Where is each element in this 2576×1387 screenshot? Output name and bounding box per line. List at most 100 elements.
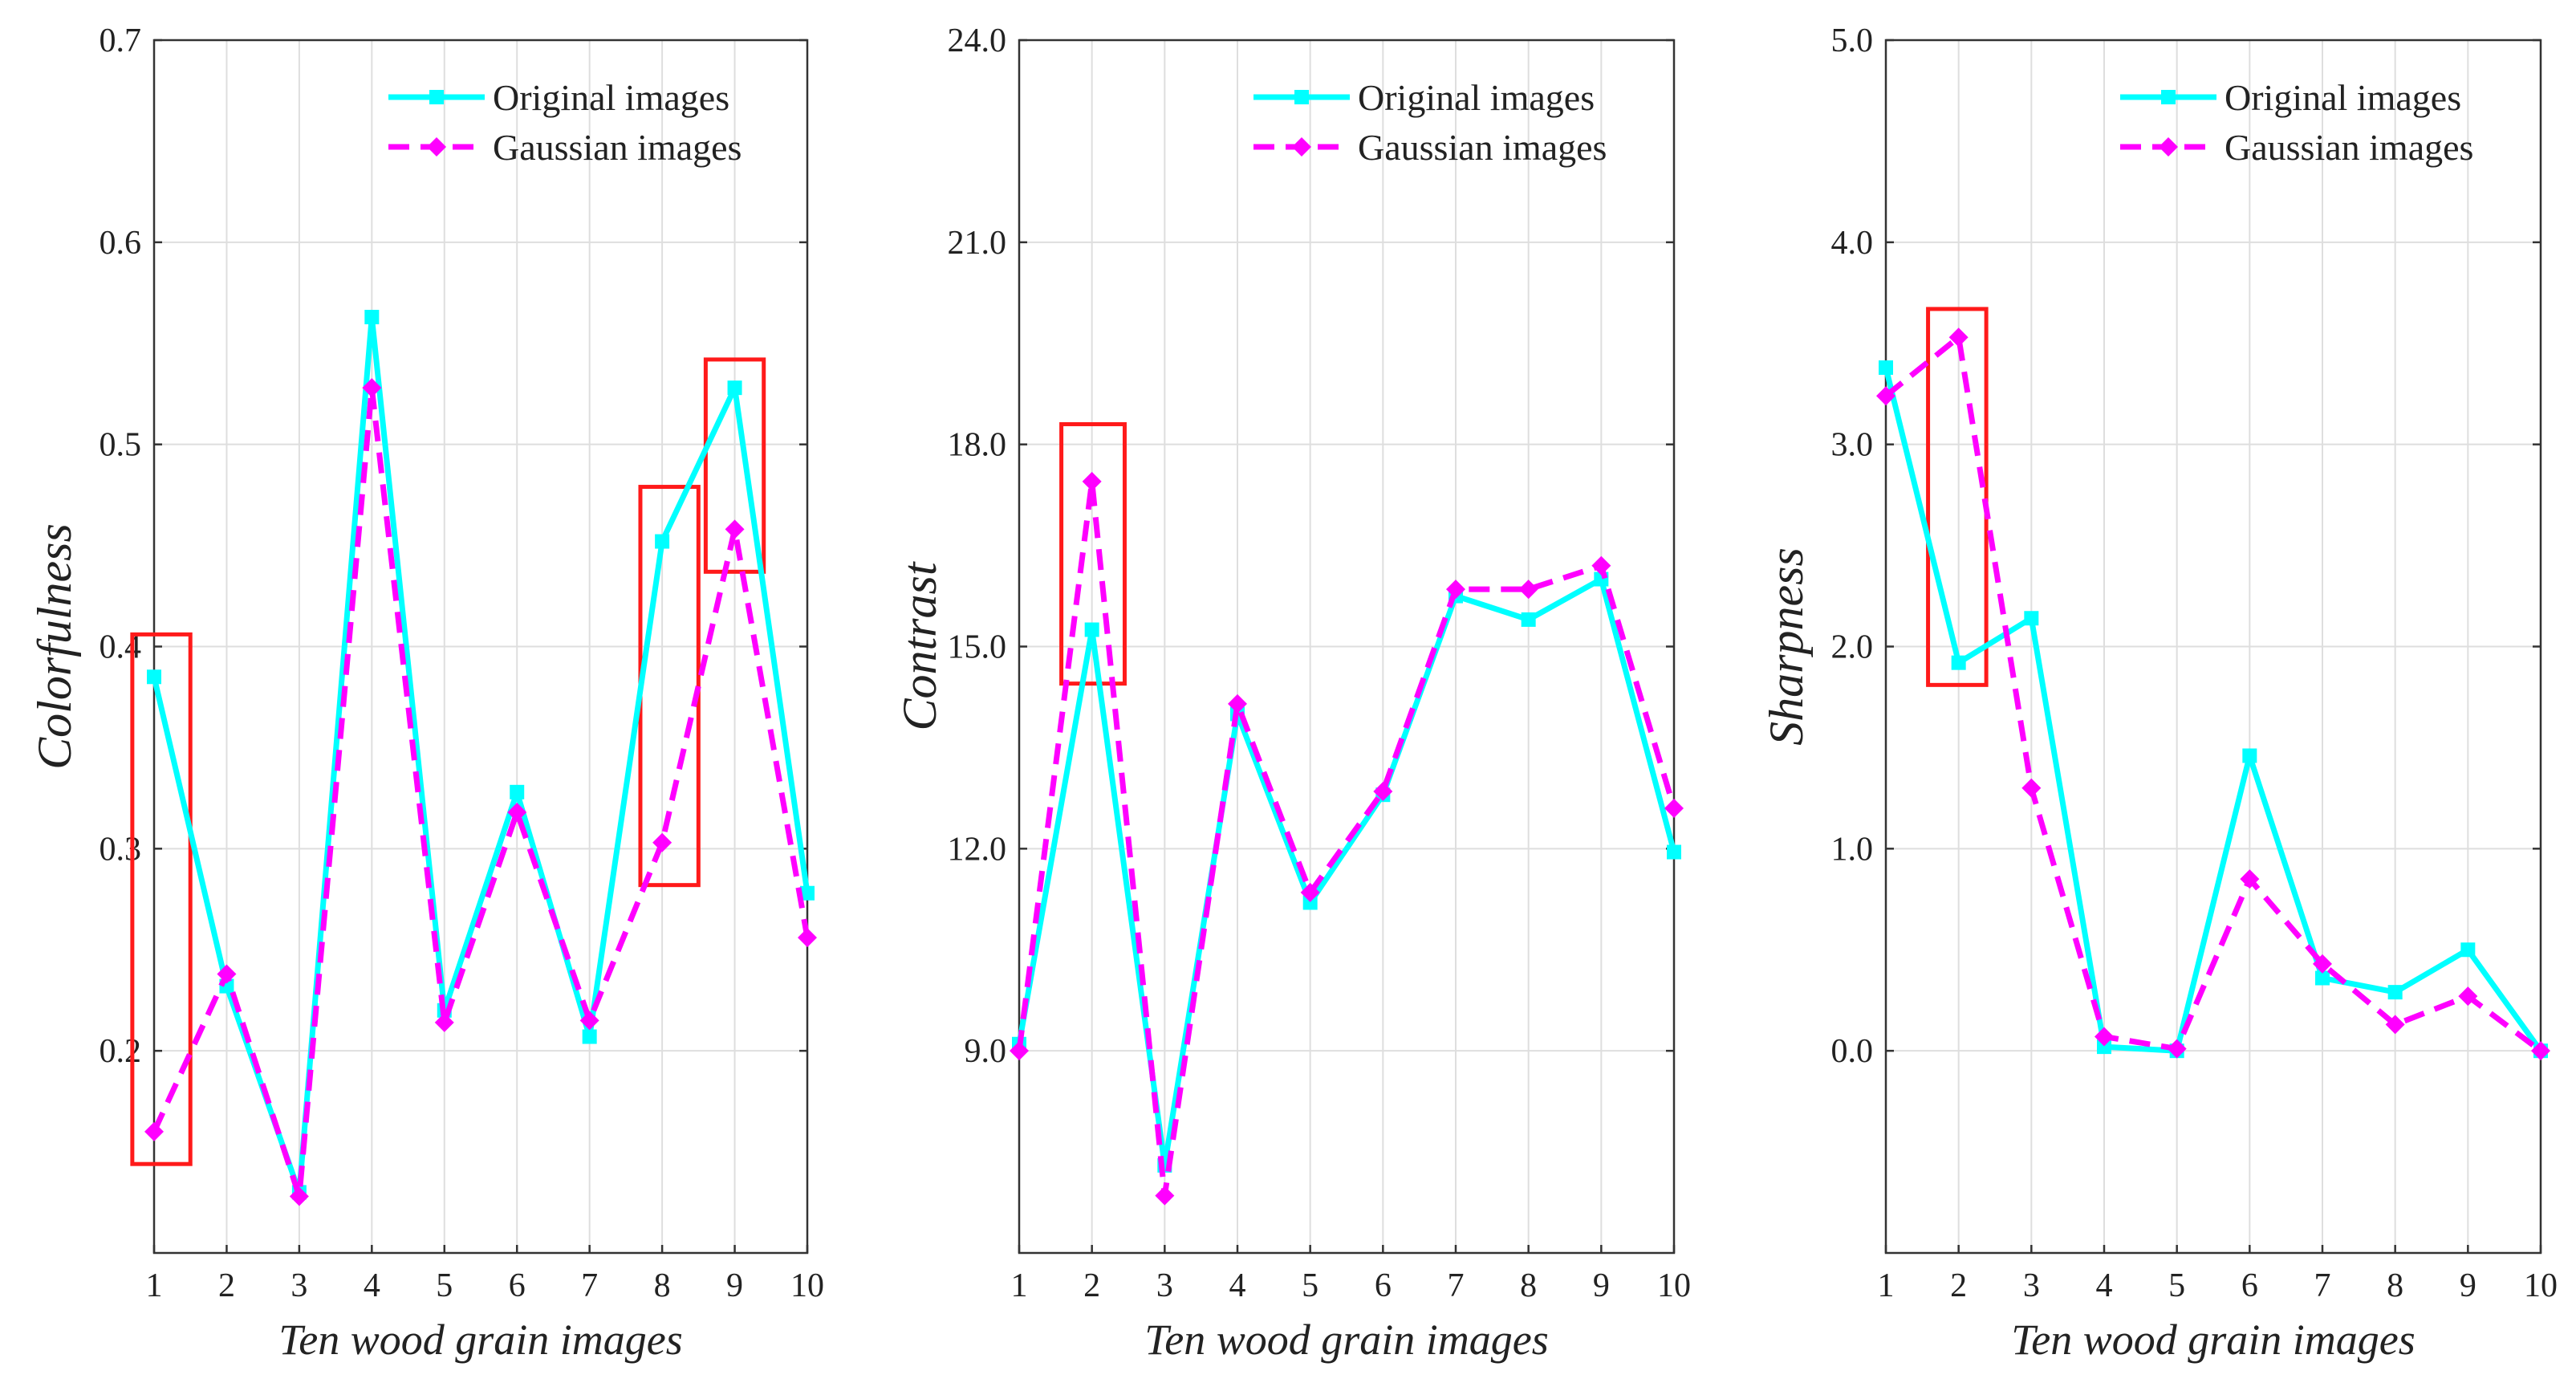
- x-tick-label: 6: [509, 1267, 526, 1304]
- x-tick-label: 7: [2314, 1267, 2331, 1304]
- data-point-gaussian: [2240, 869, 2260, 889]
- data-point-gaussian: [1155, 1186, 1175, 1206]
- y-tick-label: 5.0: [1831, 22, 1874, 59]
- x-tick-label: 3: [1156, 1267, 1173, 1304]
- legend-marker-gaussian: [2159, 137, 2178, 157]
- y-tick-label: 0.7: [100, 22, 142, 59]
- x-tick-label: 4: [1229, 1267, 1246, 1304]
- data-point-original: [1951, 655, 1966, 670]
- data-point-gaussian: [289, 1186, 309, 1206]
- series-line-gaussian: [1016, 478, 1677, 1199]
- highlight-box: [638, 485, 701, 888]
- data-point-gaussian: [2095, 1027, 2114, 1047]
- legend-entry-original: Original images: [388, 77, 729, 118]
- series-line-gaussian: [1883, 334, 2543, 1054]
- data-point-gaussian: [362, 378, 382, 398]
- y-tick-label: 0.3: [100, 831, 142, 868]
- x-tick-label: 10: [1657, 1267, 1691, 1304]
- x-tick-label: 9: [2460, 1267, 2476, 1304]
- series-line-original: [1016, 576, 1677, 1169]
- y-axis-title: Sharpness: [1760, 547, 1813, 746]
- legend-label-gaussian: Gaussian images: [1358, 127, 1607, 168]
- data-point-gaussian: [2531, 1041, 2550, 1061]
- legend-entry-original: Original images: [2120, 77, 2461, 118]
- data-point-gaussian: [2458, 986, 2478, 1007]
- x-tick-label: 2: [1950, 1267, 1967, 1304]
- data-point-original: [1084, 622, 1099, 637]
- data-point-original: [2387, 985, 2403, 1000]
- x-tick-label: 10: [2524, 1267, 2558, 1304]
- data-point-gaussian: [2021, 778, 2042, 798]
- data-point-gaussian: [1082, 471, 1102, 491]
- grid-lines: [153, 39, 808, 1253]
- y-axis-ticks: 9.0 12.0 15.0 18.0 21.0 24.0: [948, 22, 1674, 1070]
- x-axis-ticks: 1 2 3 4 5 6 7 8 9 10: [1011, 1245, 1691, 1304]
- y-tick-label: 0.0: [1831, 1033, 1874, 1070]
- legend-entry-gaussian: Gaussian images: [388, 127, 742, 168]
- x-tick-label: 6: [2241, 1267, 2258, 1304]
- data-point-gaussian: [725, 519, 745, 539]
- data-point-gaussian: [1664, 798, 1684, 818]
- data-point-original: [655, 534, 670, 549]
- data-point-gaussian: [1518, 580, 1538, 600]
- data-point-original: [364, 310, 380, 325]
- data-point-original: [147, 669, 161, 685]
- x-tick-label: 5: [436, 1267, 453, 1304]
- data-point-gaussian: [2167, 1039, 2187, 1059]
- highlight-boxes: [1926, 307, 1989, 687]
- data-point-gaussian: [2313, 954, 2332, 974]
- data-point-gaussian: [507, 803, 527, 823]
- legend-marker-original: [2161, 90, 2176, 104]
- data-point-original: [2242, 748, 2257, 763]
- y-tick-label: 12.0: [948, 831, 1007, 868]
- x-axis-ticks: 1 2 3 4 5 6 7 8 9 10: [146, 1245, 824, 1304]
- legend-label-gaussian: Gaussian images: [2225, 127, 2473, 168]
- y-tick-label: 3.0: [1831, 427, 1874, 464]
- x-tick-label: 2: [218, 1267, 235, 1304]
- legend-entry-gaussian: Gaussian images: [1253, 127, 1607, 168]
- x-tick-label: 5: [1302, 1267, 1318, 1304]
- y-tick-label: 24.0: [948, 22, 1007, 59]
- data-point-original: [800, 885, 815, 901]
- y-axis-title: Contrast: [893, 561, 946, 730]
- x-tick-label: 5: [2168, 1267, 2185, 1304]
- data-point-gaussian: [1373, 781, 1393, 801]
- series-line-original: [1883, 367, 2543, 1054]
- y-tick-label: 15.0: [948, 629, 1007, 666]
- x-tick-label: 8: [1520, 1267, 1537, 1304]
- legend-label-original: Original images: [1358, 77, 1595, 118]
- legend-label-original: Original images: [493, 77, 729, 118]
- data-point-gaussian: [652, 832, 672, 852]
- x-tick-label: 9: [726, 1267, 743, 1304]
- data-series: [1876, 327, 2550, 1061]
- highlight-box: [1926, 307, 1989, 687]
- data-point-gaussian: [217, 964, 237, 984]
- y-tick-label: 9.0: [965, 1033, 1007, 1070]
- data-series: [1010, 471, 1684, 1206]
- data-point-original: [2315, 970, 2330, 986]
- y-tick-label: 0.5: [100, 427, 142, 464]
- highlight-box: [703, 357, 766, 574]
- grid-lines: [1018, 39, 1675, 1253]
- data-point-gaussian: [1228, 694, 1247, 714]
- y-axis-title: Colorfulness: [28, 523, 81, 770]
- legend-entry-original: Original images: [1253, 77, 1595, 118]
- data-point-gaussian: [2385, 1015, 2405, 1035]
- data-point-gaussian: [1010, 1041, 1029, 1061]
- data-point-original: [510, 784, 525, 799]
- x-tick-label: 7: [1448, 1267, 1465, 1304]
- x-tick-label: 1: [146, 1267, 163, 1304]
- data-point-original: [2024, 611, 2039, 626]
- y-tick-label: 0.6: [100, 225, 142, 262]
- x-tick-label: 3: [291, 1267, 307, 1304]
- x-axis-title: Ten wood grain images: [1144, 1316, 1549, 1364]
- highlight-box: [1059, 421, 1127, 686]
- highlight-box: [130, 632, 193, 1166]
- data-point-gaussian: [1948, 327, 1969, 348]
- data-point-gaussian: [144, 1121, 164, 1141]
- legend-label-gaussian: Gaussian images: [493, 127, 742, 168]
- colorfulness-chart: 0.20.30.40.50.60.7 1 2 3 4 5 6 7 8 9 10 Colorfuln…: [28, 22, 824, 1364]
- data-point-gaussian: [1300, 882, 1320, 902]
- y-axis-ticks: 0.0 1.0 2.0 3.0 4.0 5.0: [1831, 22, 2541, 1070]
- data-point-gaussian: [1446, 580, 1465, 600]
